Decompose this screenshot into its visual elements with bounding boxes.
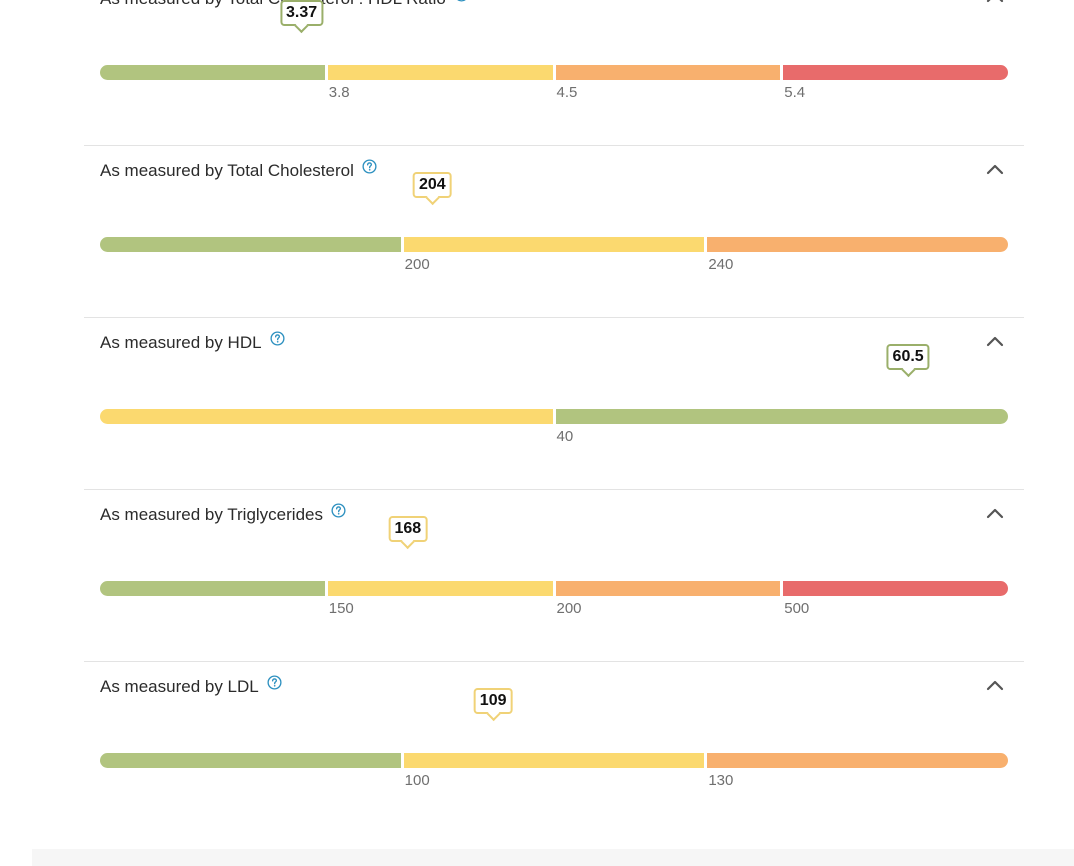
metric-title: As measured by LDL [100, 677, 259, 696]
range-segment-yellow [403, 237, 705, 252]
value-badge: 3.37 [279, 0, 324, 26]
threshold-label: 200 [556, 600, 582, 617]
threshold-label: 3.8 [328, 84, 350, 101]
metric-header: As measured by Total Cholesterol : HDL R… [100, 0, 469, 12]
range-segment-red [783, 65, 1008, 80]
range-bar [100, 65, 1008, 80]
range-segment-orange [555, 65, 781, 80]
threshold-label: 100 [404, 772, 430, 789]
threshold-label: 130 [708, 772, 734, 789]
metric-card-3: As measured by HDL 60.5 40 [84, 318, 1024, 490]
threshold-label: 4.5 [556, 84, 578, 101]
threshold-label: 240 [708, 256, 734, 273]
help-icon[interactable] [331, 502, 346, 518]
range-bar [100, 237, 1009, 252]
chevron-up-icon[interactable] [986, 334, 1004, 348]
range-segment-red [783, 581, 1008, 596]
metric-title: As measured by Total Cholesterol : HDL R… [100, 0, 446, 9]
value-badge: 60.5 [886, 344, 930, 370]
range-segment-green [100, 581, 325, 596]
help-icon[interactable] [454, 0, 469, 2]
range-segment-yellow [100, 409, 553, 424]
metric-header: As measured by HDL [100, 330, 285, 356]
range-segment-orange [555, 581, 781, 596]
range-bar [100, 409, 1008, 424]
threshold-label: 40 [556, 428, 574, 445]
chevron-up-icon[interactable] [986, 162, 1004, 176]
range-segment-yellow [327, 581, 553, 596]
metric-title: As measured by Total Cholesterol [100, 161, 354, 180]
range-segment-green [100, 65, 325, 80]
value-badge: 204 [412, 172, 452, 198]
range-segment-yellow [403, 753, 705, 768]
chevron-up-icon[interactable] [986, 678, 1004, 692]
metric-card-4: As measured by Triglycerides 168 150 200 5… [84, 490, 1024, 662]
range-segment-orange [707, 237, 1009, 252]
range-segment-green [100, 753, 401, 768]
chevron-up-icon[interactable] [986, 0, 1004, 4]
value-badge: 168 [388, 516, 428, 542]
metric-card-5: As measured by LDL 109 100 130 [84, 662, 1024, 834]
value-badge: 109 [473, 688, 513, 714]
metric-header: As measured by LDL [100, 674, 282, 700]
threshold-label: 200 [404, 256, 430, 273]
help-icon[interactable] [267, 674, 282, 690]
metric-card-1: As measured by Total Cholesterol : HDL R… [84, 0, 1024, 146]
help-icon[interactable] [270, 330, 285, 346]
range-segment-green [555, 409, 1008, 424]
metric-card-2: As measured by Total Cholesterol 204 200… [84, 146, 1024, 318]
range-bar [100, 753, 1009, 768]
footer-bar [32, 849, 1074, 866]
threshold-label: 500 [784, 600, 810, 617]
range-segment-green [100, 237, 401, 252]
threshold-label: 150 [328, 600, 354, 617]
range-segment-orange [707, 753, 1009, 768]
metric-title: As measured by HDL [100, 333, 262, 352]
metric-header: As measured by Triglycerides [100, 502, 346, 528]
range-segment-yellow [327, 65, 553, 80]
metric-title: As measured by Triglycerides [100, 505, 323, 524]
help-icon[interactable] [362, 158, 377, 174]
metric-header: As measured by Total Cholesterol [100, 158, 377, 184]
range-bar [100, 581, 1008, 596]
chevron-up-icon[interactable] [986, 506, 1004, 520]
threshold-label: 5.4 [784, 84, 806, 101]
